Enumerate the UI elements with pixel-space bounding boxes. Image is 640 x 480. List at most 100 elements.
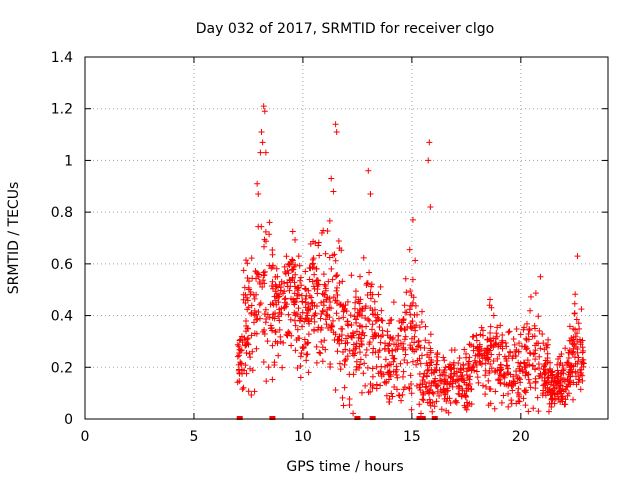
data-point (488, 351, 495, 358)
chart-title: Day 032 of 2017, SRMTID for receiver clg… (196, 21, 494, 37)
data-point (530, 405, 537, 412)
data-point (318, 338, 325, 345)
data-point (409, 216, 416, 223)
data-point (333, 128, 340, 135)
x-tick-label: 15 (403, 429, 421, 445)
data-point (397, 360, 404, 367)
data-point (577, 339, 584, 346)
data-point (535, 408, 542, 415)
data-point (557, 399, 564, 406)
data-point (246, 350, 253, 357)
data-point (324, 312, 331, 319)
data-point (325, 325, 332, 332)
data-point (283, 331, 290, 338)
data-point (313, 280, 320, 287)
data-point (402, 275, 409, 282)
data-point (335, 336, 342, 343)
data-point (303, 351, 310, 358)
data-point (465, 385, 472, 392)
data-point (407, 342, 414, 349)
data-point (570, 325, 577, 332)
data-point (443, 398, 450, 405)
data-point (434, 350, 441, 357)
data-point (490, 312, 497, 319)
data-point (516, 340, 523, 347)
data-point (565, 390, 572, 397)
data-point (554, 361, 561, 368)
data-point (515, 349, 522, 356)
data-point (270, 301, 277, 308)
data-point (289, 266, 296, 273)
data-point (240, 267, 247, 274)
data-point (418, 308, 425, 315)
data-point (340, 314, 347, 321)
data-point (260, 103, 267, 110)
data-point (501, 372, 508, 379)
data-point (338, 337, 345, 344)
data-point (265, 364, 272, 371)
data-point (442, 364, 449, 371)
data-point (374, 314, 381, 321)
data-point (574, 360, 581, 367)
data-point (449, 378, 456, 385)
data-point (488, 304, 495, 311)
data-point (359, 330, 366, 337)
data-point (549, 395, 556, 402)
data-point (256, 315, 263, 322)
data-point (428, 366, 435, 373)
data-point (443, 407, 450, 414)
data-point (346, 371, 353, 378)
data-point (322, 316, 329, 323)
data-point (505, 329, 512, 336)
data-point (272, 297, 279, 304)
data-point (297, 274, 304, 281)
data-point (480, 332, 487, 339)
data-point (402, 333, 409, 340)
data-point (369, 321, 376, 328)
data-point (316, 252, 323, 259)
data-point (527, 384, 534, 391)
data-point (235, 343, 242, 350)
data-point (543, 344, 550, 351)
data-point (366, 269, 373, 276)
data-point (306, 276, 313, 283)
data-point (425, 157, 432, 164)
data-point (504, 369, 511, 376)
data-point (492, 388, 499, 395)
data-point (353, 328, 360, 335)
data-point (486, 368, 493, 375)
data-point (417, 360, 424, 367)
data-point (271, 315, 278, 322)
data-point (237, 336, 244, 343)
data-point (577, 386, 584, 393)
data-point (492, 340, 499, 347)
data-point (282, 268, 289, 275)
data-point (390, 334, 397, 341)
data-point (290, 299, 297, 306)
data-point (319, 344, 326, 351)
grid-lines (85, 57, 608, 419)
data-point (369, 384, 376, 391)
data-point (358, 389, 365, 396)
data-point (474, 374, 481, 381)
data-point (426, 396, 433, 403)
data-point (281, 263, 288, 270)
data-point (424, 367, 431, 374)
data-point (463, 350, 470, 357)
data-point (304, 340, 311, 347)
data-point (543, 380, 550, 387)
data-point (532, 379, 539, 386)
data-point (237, 347, 244, 354)
data-point (267, 322, 274, 329)
data-point (238, 366, 245, 373)
data-point (404, 323, 411, 330)
data-point (487, 330, 494, 337)
y-tick-label: 1.2 (51, 102, 73, 118)
data-point (287, 316, 294, 323)
data-point (522, 402, 529, 409)
data-point (297, 353, 304, 360)
data-point (532, 325, 539, 332)
data-point (505, 403, 512, 410)
data-point (341, 361, 348, 368)
data-point (377, 283, 384, 290)
